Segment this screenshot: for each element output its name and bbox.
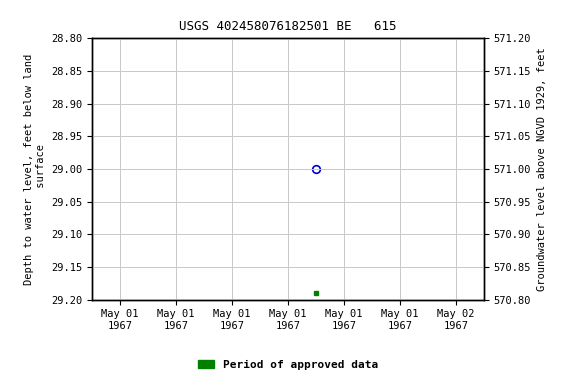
- Legend: Period of approved data: Period of approved data: [193, 356, 383, 375]
- Y-axis label: Depth to water level, feet below land
 surface: Depth to water level, feet below land su…: [24, 53, 46, 285]
- Y-axis label: Groundwater level above NGVD 1929, feet: Groundwater level above NGVD 1929, feet: [537, 47, 547, 291]
- Title: USGS 402458076182501 BE   615: USGS 402458076182501 BE 615: [179, 20, 397, 33]
